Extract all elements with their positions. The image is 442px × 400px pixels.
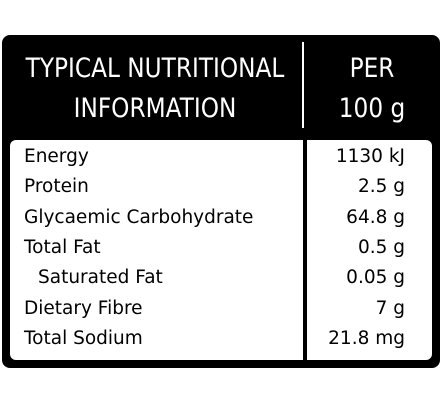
nutrient-name: Dietary Fibre (24, 297, 143, 319)
header-unit: 100 g (338, 93, 406, 124)
header-title: INFORMATION (73, 93, 237, 124)
nutrient-amount: 2.5 g (357, 176, 405, 198)
column-divider (303, 140, 307, 360)
header-divider (302, 42, 304, 128)
header-title: TYPICAL NUTRITIONAL (25, 53, 285, 84)
nutrient-amount: 64.8 g (346, 206, 405, 228)
nutrient-name: Glycaemic Carbohydrate (24, 206, 254, 228)
nutrient-name: Protein (24, 176, 89, 198)
nutrient-name: Total Fat (24, 236, 101, 258)
nutrient-name: Saturated Fat (38, 267, 163, 289)
table-body (10, 140, 432, 360)
header-unit: PER (349, 53, 395, 84)
nutrient-amount: 1130 kJ (335, 146, 405, 167)
nutrient-amount: 0.05 g (346, 267, 405, 289)
nutrient-amount: 21.8 mg (328, 327, 405, 349)
nutrient-name: Energy (24, 146, 89, 167)
nutrient-amount: 7 g (375, 297, 405, 319)
nutrient-name: Total Sodium (24, 327, 143, 349)
nutrient-amount: 0.5 g (357, 236, 405, 258)
